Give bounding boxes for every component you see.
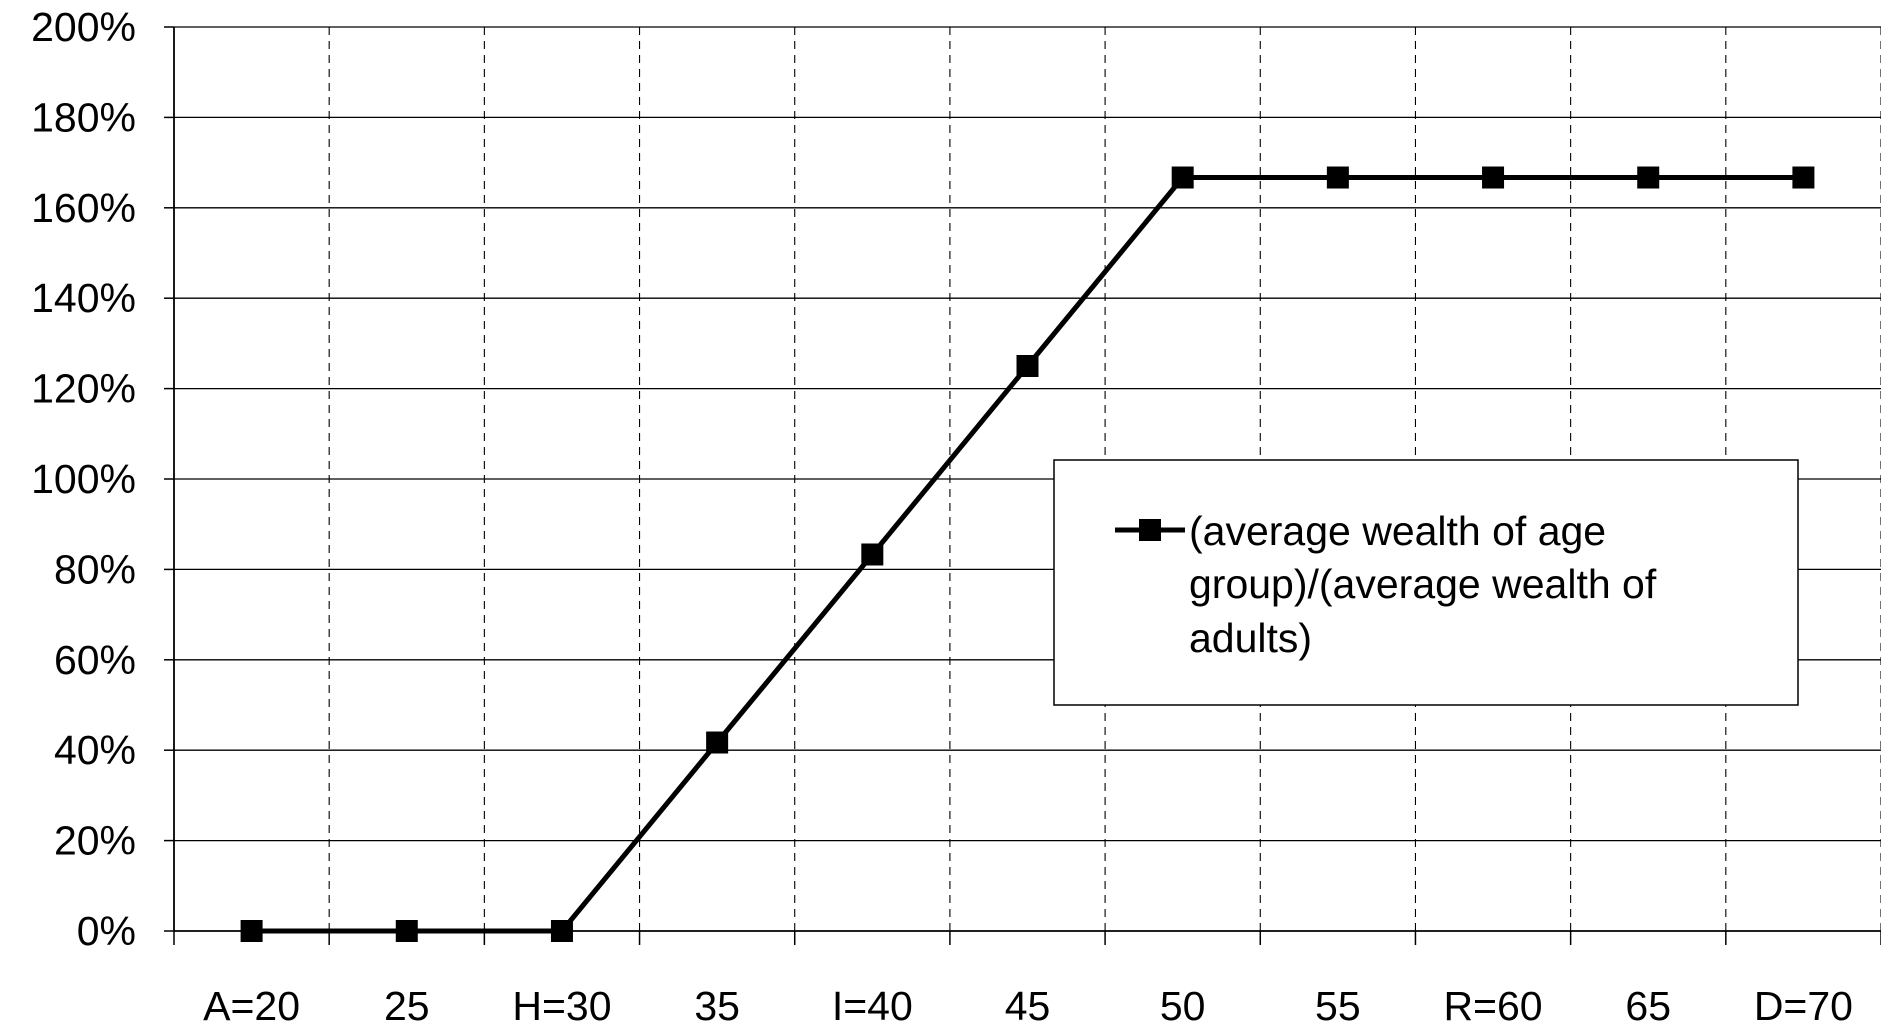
y-tick-label: 80% [54,546,136,592]
y-axis-tick-labels: 0% 20% 40% 60% 80% 100% 120% 140% 160% 180% 200% [31,4,136,954]
y-tick-label: 200% [31,4,136,50]
data-point-marker [1016,355,1039,377]
data-point-marker [1326,166,1349,189]
legend-entry-line-1: (average wealth of age [1189,508,1606,554]
data-point-marker [550,920,573,942]
x-tick-label: 50 [1160,983,1206,1029]
x-tick-label: 45 [1005,983,1051,1029]
data-point-marker [861,543,884,566]
y-tick-label: 20% [54,818,136,864]
x-tick-label: 55 [1315,983,1361,1029]
data-point-marker [1171,166,1194,189]
x-tick-label: 35 [694,983,740,1029]
x-axis-tick-labels: A=20 25 H=30 35 I=40 45 50 55 R=60 65 D=70 [203,983,1853,1029]
x-tick-label: R=60 [1443,983,1542,1029]
y-tick-label: 60% [54,637,136,683]
legend: (average wealth of age group)/(average w… [1053,459,1799,706]
x-tick-label: I=40 [832,983,913,1029]
y-tick-label: 120% [31,366,136,412]
x-tick-label: 65 [1625,983,1671,1029]
x-tick-label: H=30 [512,983,611,1029]
legend-box [1053,459,1799,706]
x-tick-label: D=70 [1754,983,1853,1029]
series-wealth-ratio [240,166,1815,942]
y-tick-label: 0% [77,908,136,954]
x-tick-label: A=20 [203,983,300,1029]
y-tick-label: 160% [31,185,136,231]
data-point-marker [1482,166,1505,189]
y-tick-label: 180% [31,94,136,140]
legend-marker-square [1139,519,1161,541]
data-point-marker [395,920,418,942]
y-tick-label: 140% [31,275,136,321]
legend-entry-line-3: adults) [1189,615,1312,661]
data-point-marker [1792,166,1815,189]
y-tick-label: 100% [31,456,136,502]
data-point-marker [1637,166,1660,189]
legend-entry-line-2: group)/(average wealth of [1189,561,1657,607]
data-point-marker [240,920,263,942]
y-tick-label: 40% [54,727,136,773]
data-point-marker [706,731,729,754]
x-tick-label: 25 [384,983,430,1029]
